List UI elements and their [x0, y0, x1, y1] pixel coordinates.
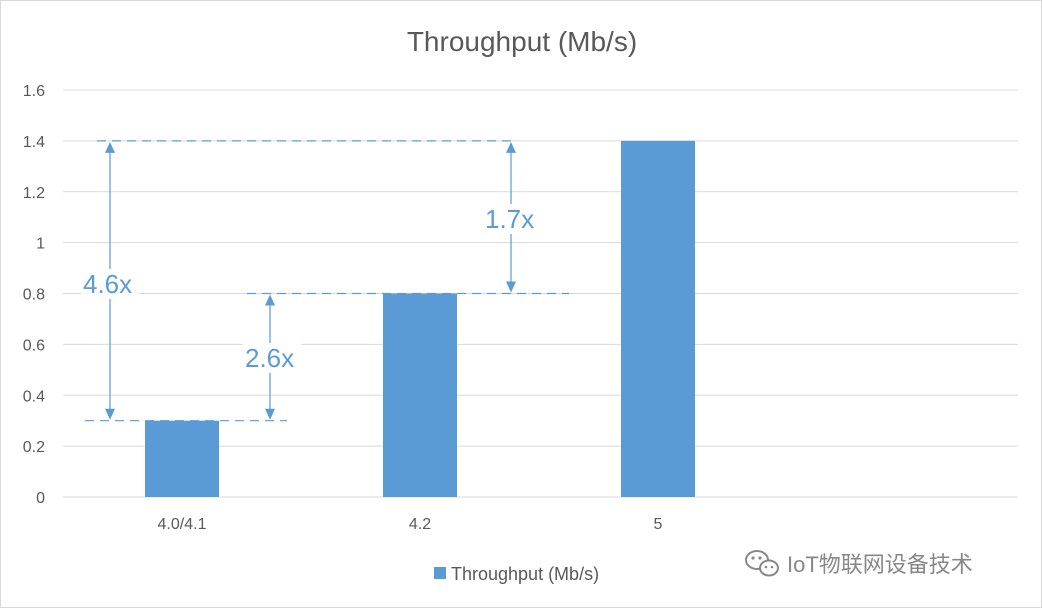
x-axis-ticks: 4.0/4.1 4.2 5	[158, 516, 663, 533]
y-tick-label: 0.4	[23, 388, 45, 405]
y-tick-label: 0	[36, 490, 45, 507]
y-tick-label: 1.2	[23, 185, 45, 202]
annotation-label: 2.6x	[245, 343, 294, 373]
y-tick-label: 0.6	[23, 337, 45, 354]
arrow-head-up	[506, 141, 516, 153]
annotation-label: 1.7x	[485, 204, 534, 234]
bar	[145, 420, 219, 497]
annotation-label: 4.6x	[83, 269, 132, 299]
x-tick-label: 4.0/4.1	[158, 516, 207, 533]
arrow-head-up	[105, 141, 115, 153]
watermark: IoT物联网设备技术	[745, 550, 973, 577]
wechat-icon	[745, 550, 779, 577]
y-tick-label: 1.6	[23, 83, 45, 100]
y-tick-label: 0.2	[23, 439, 45, 456]
legend: Throughput (Mb/s)	[434, 564, 599, 584]
bar	[621, 140, 695, 497]
arrow-head-down	[265, 408, 275, 420]
bars	[145, 140, 695, 497]
arrow-head-down	[105, 408, 115, 420]
legend-label: Throughput (Mb/s)	[451, 564, 599, 584]
chart-title: Throughput (Mb/s)	[407, 26, 637, 57]
x-tick-label: 4.2	[409, 516, 431, 533]
watermark-text: IoT物联网设备技术	[787, 552, 973, 577]
bar	[383, 293, 457, 497]
annotation-label-bg	[81, 269, 139, 299]
annotation-label-bg	[243, 343, 301, 373]
y-tick-label: 1.4	[23, 134, 45, 151]
y-tick-label: 1	[36, 236, 45, 253]
y-axis-ticks: 0 0.2 0.4 0.6 0.8 1 1.2 1.4 1.6	[23, 83, 45, 507]
annotations: 4.6x 2.6x 1.7x	[81, 140, 569, 422]
arrow-head-down	[506, 281, 516, 293]
annotation-label-bg	[483, 204, 541, 234]
x-tick-label: 5	[654, 516, 663, 533]
arrow-head-up	[265, 294, 275, 306]
legend-swatch	[434, 567, 446, 579]
y-tick-label: 0.8	[23, 287, 45, 304]
